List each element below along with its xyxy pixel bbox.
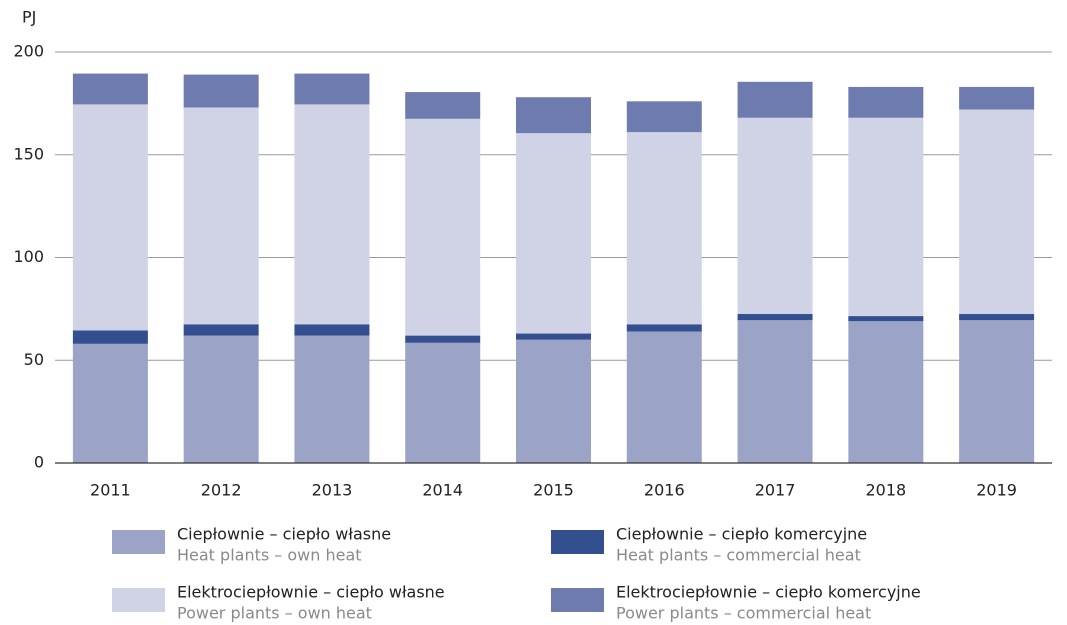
bar-segment <box>294 104 370 325</box>
legend-label: Ciepłownie – ciepło własne <box>177 525 391 544</box>
bar-segment <box>516 339 591 463</box>
bar-segment <box>848 316 924 322</box>
x-tick-label: 2018 <box>865 481 906 500</box>
x-tick-label: 2017 <box>755 481 796 500</box>
bar-segment <box>959 314 1035 321</box>
bar-segment <box>737 320 813 463</box>
bar-segment <box>72 343 148 463</box>
legend-label-en: Heat plants – commercial heat <box>616 546 861 565</box>
bar-segment <box>737 117 813 315</box>
legend-swatch <box>112 530 165 554</box>
bar-segment <box>516 333 591 340</box>
bar-segment <box>959 86 1035 110</box>
legend-label: Elektrociepłownie – ciepło komercyjne <box>616 583 921 602</box>
x-tick-label: 2016 <box>644 481 685 500</box>
bar-segment <box>72 330 148 344</box>
bar-segment <box>848 321 924 463</box>
legend-swatch <box>551 530 604 554</box>
y-tick-label: 0 <box>34 453 44 472</box>
bar-segment <box>183 324 259 336</box>
y-tick-label: 200 <box>13 42 44 61</box>
bar-segment <box>405 92 481 119</box>
y-tick-label: 50 <box>24 350 44 369</box>
bar-segment <box>737 314 813 321</box>
legend-label-en: Heat plants – own heat <box>177 546 362 565</box>
legend-label-en: Power plants – commercial heat <box>616 604 871 623</box>
bar-segment <box>294 73 370 105</box>
bar-segment <box>183 74 259 108</box>
x-tick-label: 2015 <box>533 481 574 500</box>
y-axis-label: PJ <box>22 8 36 27</box>
bar-segment <box>848 86 924 118</box>
legend-swatch <box>551 588 604 612</box>
bar-segment <box>516 97 591 134</box>
y-tick-label: 150 <box>13 144 44 163</box>
bar-segment <box>294 335 370 463</box>
x-tick-label: 2019 <box>976 481 1017 500</box>
bar-segment <box>294 324 370 336</box>
y-tick-label: 100 <box>13 247 44 266</box>
bar-segment <box>626 331 702 463</box>
bar-segment <box>626 132 702 325</box>
x-tick-label: 2012 <box>201 481 242 500</box>
bar-segment <box>959 109 1035 315</box>
bar-segment <box>516 133 591 334</box>
x-tick-label: 2014 <box>422 481 463 500</box>
bar-segment <box>848 117 924 317</box>
legend-label: Elektrociepłownie – ciepło własne <box>177 583 445 602</box>
legend-swatch <box>112 588 165 612</box>
bar-segment <box>405 342 481 463</box>
bar-segment <box>72 104 148 331</box>
bar-segment <box>405 335 481 343</box>
legend-label-en: Power plants – own heat <box>177 604 372 623</box>
bar-segment <box>183 335 259 463</box>
bar-segment <box>626 324 702 332</box>
bar-segment <box>737 81 813 118</box>
bar-segment <box>626 101 702 133</box>
bar-segment <box>72 73 148 105</box>
x-tick-label: 2013 <box>312 481 353 500</box>
bar-segment <box>405 118 481 336</box>
bar-segment <box>959 320 1035 463</box>
x-tick-label: 2011 <box>90 481 131 500</box>
legend-label: Ciepłownie – ciepło komercyjne <box>616 525 867 544</box>
bar-segment <box>183 107 259 325</box>
